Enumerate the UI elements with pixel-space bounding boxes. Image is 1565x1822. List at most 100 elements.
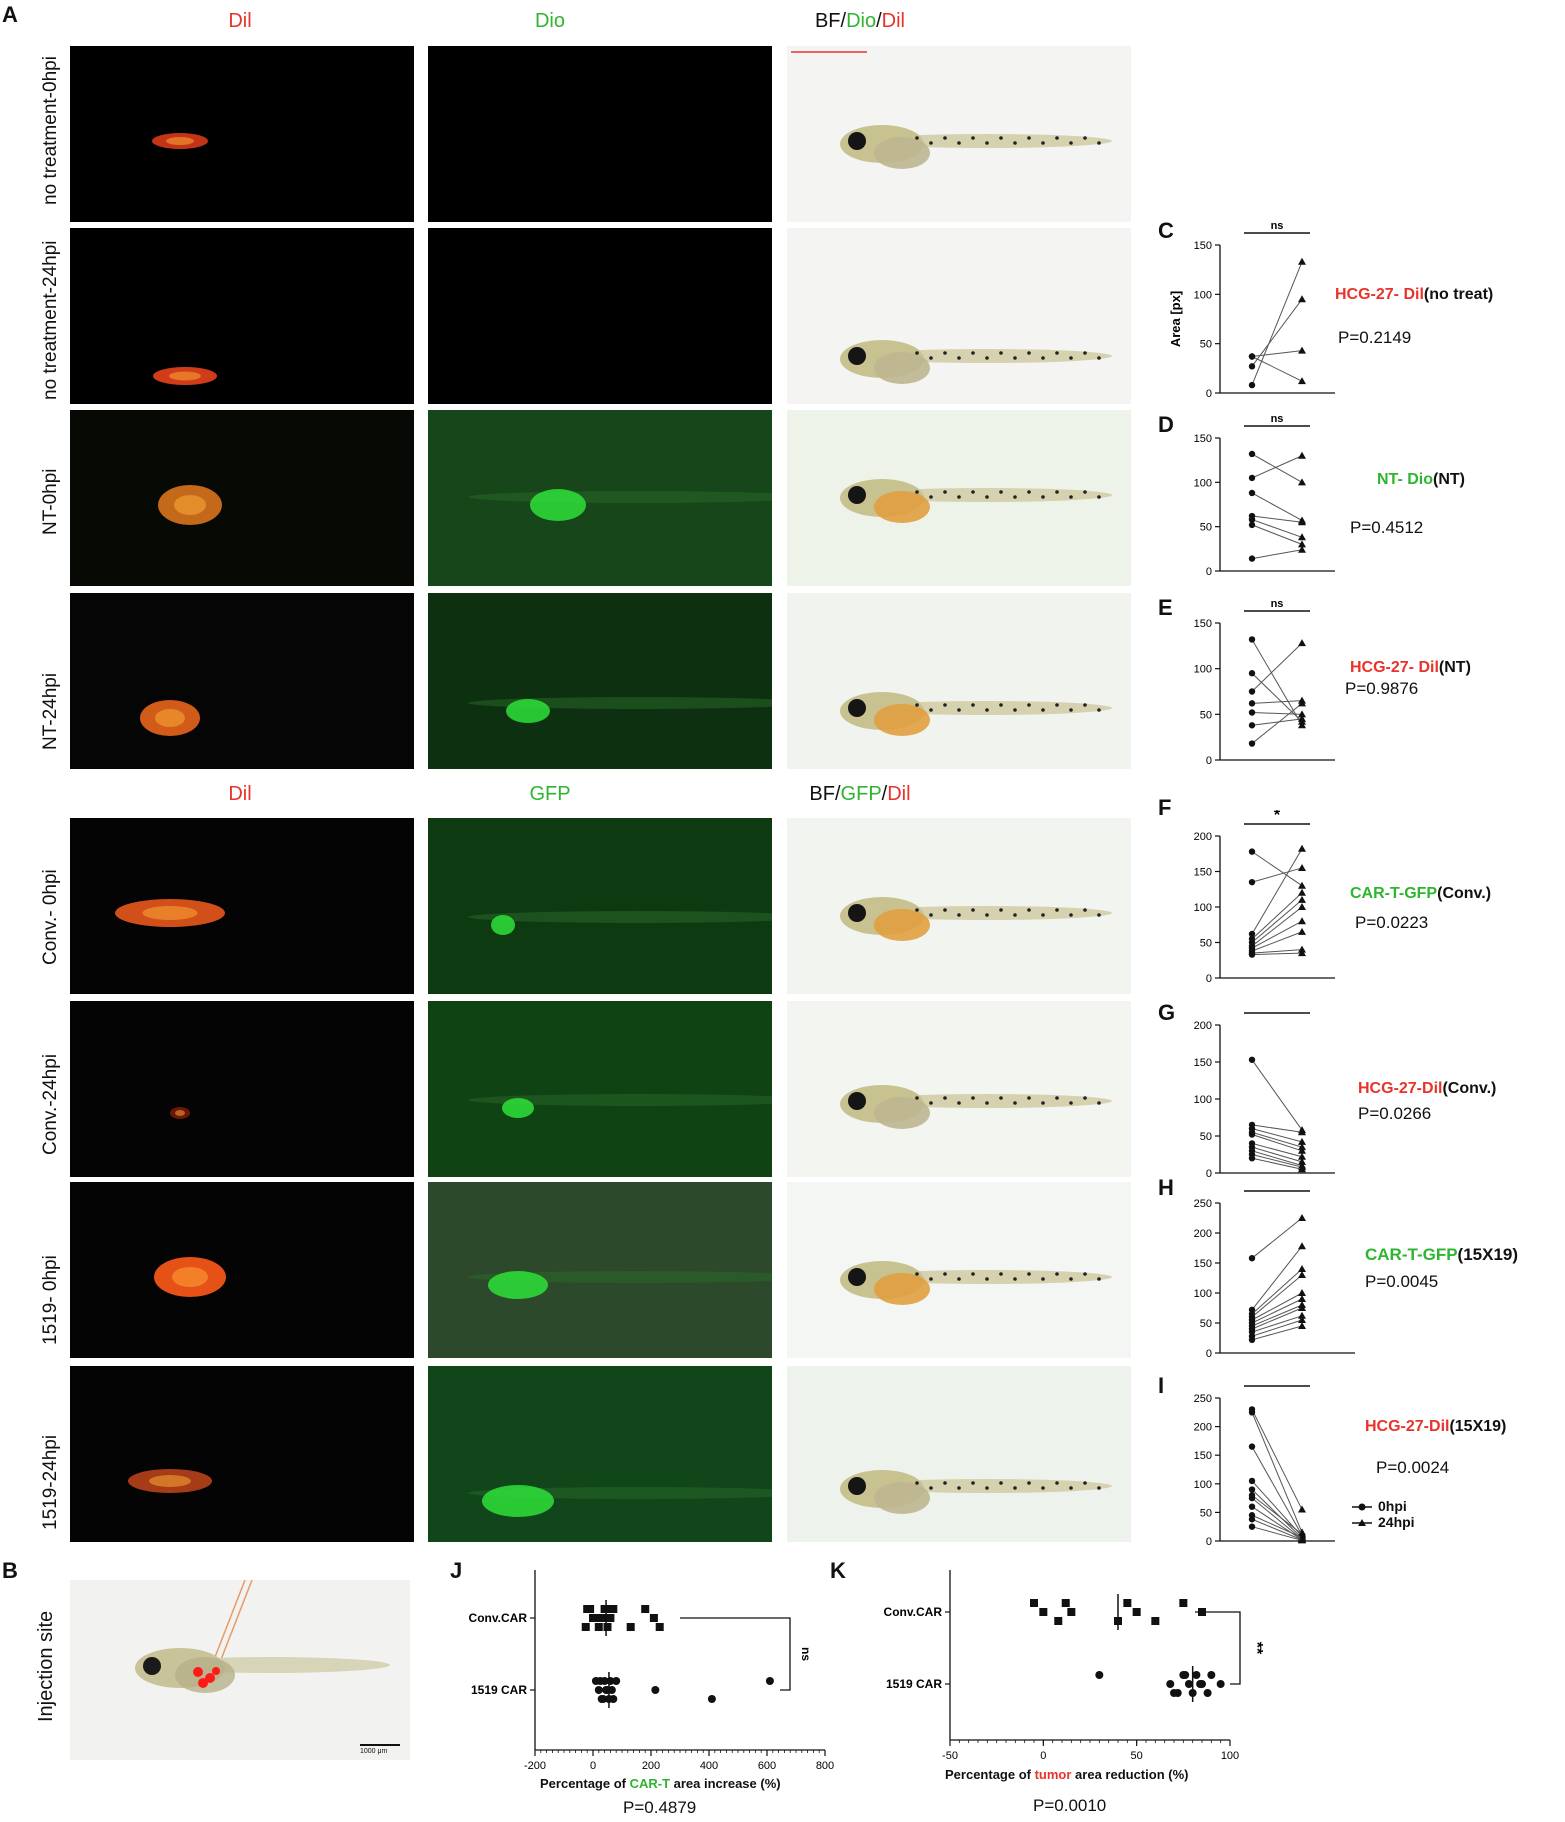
point-circle <box>1095 1671 1104 1679</box>
point-24hpi <box>1298 927 1306 935</box>
micrograph-r6-c2 <box>428 1001 772 1177</box>
header-sep-2: / <box>881 783 888 805</box>
fish-pigment <box>1055 1096 1059 1100</box>
title-e-a: HCG-27- Dil <box>1350 659 1439 676</box>
y-axis-label: Area [px] <box>1168 291 1183 347</box>
header-bf: BF/ <box>814 10 847 32</box>
pval-g: P=0.0266 <box>1358 1104 1432 1123</box>
fish-pigment <box>1097 1277 1101 1281</box>
pair-line <box>1251 261 1303 386</box>
fish-pigment <box>1083 1272 1087 1276</box>
paired-plot-f: 0 50 100 150 200 * <box>1155 807 1355 985</box>
fish-pigment <box>929 708 933 712</box>
y-tick-label: 100 <box>1194 902 1212 914</box>
fish-pigment <box>1069 1277 1073 1281</box>
panel-f-letter: F <box>1158 795 1172 820</box>
pair-line <box>1251 1142 1303 1158</box>
micrograph-r6-c1 <box>70 1001 414 1177</box>
point-square <box>597 1614 606 1622</box>
point-24hpi <box>1298 533 1306 541</box>
y-tick-label: 100 <box>1194 1094 1212 1106</box>
fish-pigment <box>985 1277 989 1281</box>
header-gfp: GFP <box>840 783 882 805</box>
fish-pigment <box>985 356 989 360</box>
fish-pigment <box>1083 1096 1087 1100</box>
fish-eye <box>848 347 866 365</box>
point-circle <box>612 1677 621 1685</box>
sig-label: ** <box>1248 1642 1265 1655</box>
pval-c: P=0.2149 <box>1338 328 1412 347</box>
tumor-core <box>172 1267 208 1287</box>
fish-yolk <box>874 1482 930 1514</box>
micrograph-r3-c1 <box>70 410 414 586</box>
x-tick-label: 50 <box>1131 1750 1143 1762</box>
panel-d-letter: D <box>1158 412 1174 437</box>
sig-label: ** <box>1271 1185 1284 1191</box>
pair-line <box>1251 1497 1303 1540</box>
y-tick-label: 150 <box>1194 433 1212 445</box>
chart-j: -200 0 200 400 600 800 Conv.CAR 1519 CAR ns <box>450 1560 850 1800</box>
point-circle <box>596 1677 605 1685</box>
y-tick-label: 100 <box>1194 289 1212 301</box>
point-0hpi <box>1248 670 1256 677</box>
micrograph-r8-c1 <box>70 1366 414 1542</box>
micrograph-r7-c2 <box>428 1182 772 1358</box>
fish-pigment <box>1041 356 1045 360</box>
fish-pigment <box>957 1486 961 1490</box>
fish-pigment <box>1097 913 1101 917</box>
fish-pigment <box>971 136 975 140</box>
point-0hpi <box>1248 1503 1256 1510</box>
pair-line <box>1251 453 1303 483</box>
fish-pigment <box>957 1277 961 1281</box>
y-tick-label: 0 <box>1206 388 1212 400</box>
fish-eye <box>848 1477 866 1495</box>
point-24hpi <box>1298 1322 1306 1329</box>
point-0hpi <box>1248 1516 1256 1523</box>
legend-i: 0hpi 24hpi <box>1350 1498 1450 1534</box>
fish-pigment <box>943 136 947 140</box>
injection-fish <box>135 1580 400 1746</box>
micrograph-r2-c3 <box>787 228 1131 404</box>
fish-pigment <box>929 141 933 145</box>
pair-line <box>1251 1124 1303 1133</box>
point-0hpi <box>1248 474 1256 482</box>
point-square <box>1054 1617 1063 1625</box>
pair-line <box>1251 1274 1303 1318</box>
fish-pigment <box>1055 703 1059 707</box>
y-tick-label: 0 <box>1206 1348 1212 1360</box>
col-header-dil-2: Dil <box>228 783 252 805</box>
fish-pigment <box>1097 356 1101 360</box>
title-h-a: CAR-T-GFP <box>1365 1245 1458 1264</box>
panel-a-letter: A <box>2 2 18 27</box>
pair-line <box>1251 549 1303 560</box>
title-d: NT- Dio(NT) <box>1377 471 1465 489</box>
gfp-signal <box>491 915 515 935</box>
pair-line <box>1251 1409 1303 1510</box>
sig-bracket <box>680 1617 791 1691</box>
col-header-bf-dio-dil: BF/Dio/Dil <box>690 10 1030 33</box>
col-header-gfp: GFP <box>529 783 571 805</box>
title-c-b: (no treat) <box>1423 286 1494 303</box>
point-circle <box>599 1695 608 1703</box>
fish-pigment <box>1069 141 1073 145</box>
micrograph-r4-c1 <box>70 593 414 769</box>
point-24hpi <box>1298 518 1306 526</box>
xlabel-k-pre: Percentage of <box>945 1767 1035 1782</box>
fish-pigment <box>1041 1277 1045 1281</box>
point-24hpi <box>1298 699 1306 707</box>
point-square <box>1179 1599 1188 1607</box>
y-tick-label: 200 <box>1194 1228 1212 1240</box>
fish-pigment <box>957 141 961 145</box>
point-square <box>586 1605 595 1613</box>
point-0hpi <box>1248 1523 1256 1530</box>
point-24hpi <box>1298 710 1306 718</box>
point-24hpi <box>1298 545 1306 553</box>
y-tick-label: 0 <box>1206 566 1212 578</box>
fish-pigment <box>915 490 919 494</box>
point-circle <box>707 1695 716 1703</box>
point-square <box>626 1623 635 1631</box>
point-0hpi <box>1248 450 1256 458</box>
fish-pigment <box>1041 1101 1045 1105</box>
point-24hpi <box>1298 1311 1306 1319</box>
point-0hpi <box>1248 688 1256 695</box>
